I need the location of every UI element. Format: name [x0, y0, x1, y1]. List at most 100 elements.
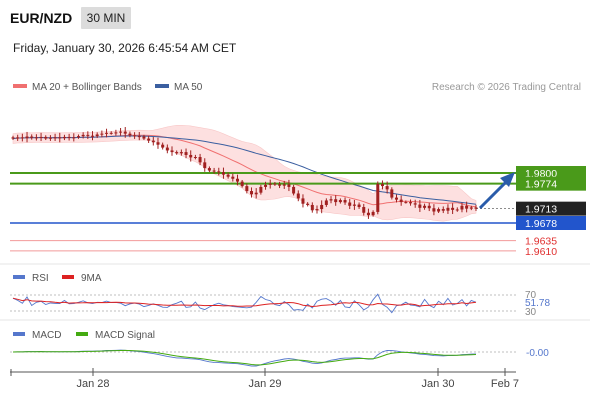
x-axis: Jan 28 Jan 29 Jan 30 Feb 7 — [10, 368, 519, 390]
candle-body — [306, 203, 310, 205]
candle-body — [455, 209, 459, 211]
candle-body — [432, 208, 436, 212]
x-tick-label: Jan 30 — [421, 378, 454, 390]
candle-body — [296, 193, 300, 199]
candle-body — [221, 172, 225, 175]
x-tick-label: Jan 29 — [248, 378, 281, 390]
candle-body — [156, 142, 160, 145]
candle-body — [362, 207, 366, 213]
candle-body — [189, 154, 193, 158]
candle-body — [259, 186, 263, 193]
candle-body — [399, 199, 403, 203]
level-1-9774-box — [516, 176, 586, 191]
legend-macd: MACD — [32, 330, 61, 341]
candle-body — [109, 132, 113, 134]
candle-body — [226, 174, 230, 177]
legend-rsi: RSI — [32, 273, 49, 284]
legend-rsi-ma-swatch — [62, 275, 74, 279]
candle-body — [282, 184, 286, 186]
rsi-lines — [12, 293, 477, 314]
candle-body — [409, 202, 413, 204]
candle-body — [250, 191, 254, 195]
level-1-9713-box — [516, 201, 586, 216]
candle-body — [175, 152, 179, 154]
candle-body — [67, 136, 71, 138]
candle-body — [469, 207, 473, 209]
candle-body — [465, 205, 469, 209]
level-1-9635-label: 1.9635 — [525, 236, 557, 248]
rsi-tick-30: 30 — [525, 307, 537, 318]
candle-body — [95, 134, 99, 137]
macd-signal-line — [12, 349, 477, 366]
candle-body — [20, 137, 24, 139]
candle-body — [385, 186, 389, 190]
candle-body — [133, 135, 137, 137]
candle-body — [343, 200, 347, 203]
candle-body — [100, 133, 104, 135]
candle-body — [366, 212, 370, 216]
candle-body — [460, 205, 464, 210]
candle-body — [320, 204, 324, 210]
candle-body — [292, 186, 296, 194]
candle-body — [128, 133, 132, 136]
legend-macd-signal-swatch — [76, 332, 88, 336]
candle-body — [34, 137, 38, 139]
x-tick-label: Jan 28 — [76, 378, 109, 390]
candle-body — [212, 170, 216, 172]
legend-rsi-ma: 9MA — [81, 273, 102, 284]
candle-body — [245, 186, 249, 192]
candle-body — [11, 137, 15, 139]
candle-body — [394, 197, 398, 200]
candle-body — [441, 209, 445, 211]
candle-body — [404, 202, 408, 204]
rsi-line — [12, 293, 477, 314]
candle-body — [86, 134, 90, 136]
candle-body — [446, 207, 450, 211]
level-1-9800-box — [516, 166, 586, 180]
candle-body — [324, 200, 328, 205]
price-levels — [10, 172, 516, 252]
legend-macd-swatch — [13, 332, 25, 336]
level-1-9678-label: 1.9678 — [525, 218, 557, 230]
rsi-value: 51.78 — [525, 298, 550, 309]
legend-rsi-swatch — [13, 275, 25, 279]
candle-body — [207, 168, 211, 171]
arrow-shaft — [478, 178, 510, 210]
candle-body — [437, 209, 441, 212]
candle-body — [380, 184, 384, 187]
level-1-9610-label: 1.9610 — [525, 246, 557, 258]
interval-button[interactable]: 30 MIN — [81, 7, 131, 29]
candle-body — [76, 136, 80, 138]
macd-lines — [12, 349, 477, 367]
candle-body — [278, 184, 282, 186]
candle-body — [198, 157, 202, 163]
candle-body — [264, 184, 268, 187]
macd-value: -0.00 — [526, 348, 549, 359]
x-tick-label: Feb 7 — [491, 378, 519, 390]
candle-body — [418, 204, 422, 208]
candle-body — [105, 132, 109, 134]
candle-body — [72, 137, 76, 139]
candle-body — [423, 205, 427, 208]
legend-ma50: MA 50 — [174, 82, 203, 93]
candle-body — [114, 132, 118, 134]
legend-macd-signal: MACD Signal — [95, 330, 155, 341]
candle-body — [235, 178, 239, 182]
candle-body — [231, 176, 235, 179]
candle-body — [254, 192, 258, 195]
candle-body — [301, 198, 305, 204]
candle-body — [62, 136, 66, 139]
chart-header: EUR/NZD 30 MIN Friday, January 30, 2026 … — [0, 0, 590, 70]
level-1-9774-label: 1.9774 — [525, 179, 557, 191]
candle-body — [151, 140, 155, 143]
candle-body — [165, 147, 169, 151]
candle-body — [376, 184, 380, 212]
candle-body — [338, 200, 342, 203]
candle-body — [203, 162, 207, 169]
candle-body — [268, 183, 272, 185]
candle-body — [161, 144, 165, 148]
candle-body — [451, 207, 455, 210]
candle-body — [474, 207, 478, 209]
candle-body — [142, 136, 146, 139]
